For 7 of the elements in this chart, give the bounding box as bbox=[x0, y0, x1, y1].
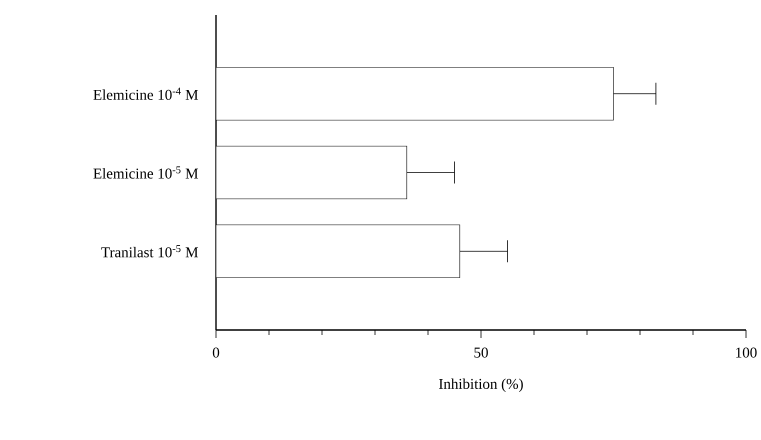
y-tick-label: Elemicine 10$^{-5}$ M bbox=[93, 166, 198, 179]
y-tick-label: Elemicine 10$^{-4}$ M bbox=[93, 88, 198, 100]
y-tick-label: Tranilast 10$^{-5}$ M bbox=[101, 245, 198, 258]
x-tick-label: 100 bbox=[736, 348, 757, 358]
x-axis-title: Inhibition (%) bbox=[439, 378, 523, 392]
x-tick-label: 50 bbox=[474, 348, 488, 358]
x-tick-label: 0 bbox=[212, 348, 220, 358]
